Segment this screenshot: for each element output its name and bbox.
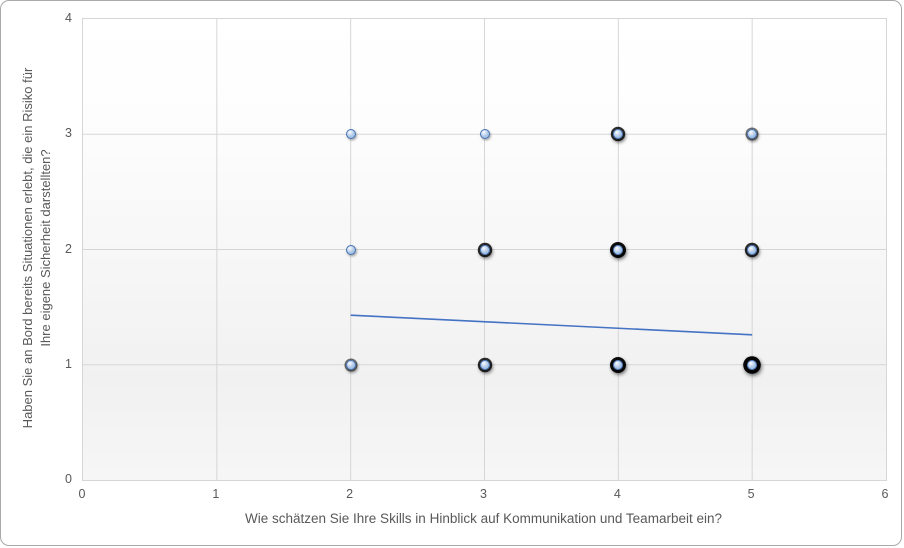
data-point-x5-y2 — [747, 244, 758, 255]
x-tick-label-4: 4 — [613, 487, 621, 501]
y-axis-title-line2: Ihre eigene Sicherheit darstellten? — [38, 149, 53, 347]
data-point-x3-y2 — [479, 244, 490, 255]
x-tick-label-0: 0 — [78, 487, 86, 501]
x-tick-label-3: 3 — [480, 487, 487, 501]
data-point-x4-y3 — [613, 129, 624, 140]
x-tick-label-5: 5 — [747, 487, 755, 501]
x-tick-label-1: 1 — [212, 487, 220, 501]
x-tick-label-6: 6 — [881, 487, 889, 501]
trendline — [350, 314, 753, 336]
x-axis-title: Wie schätzen Sie Ihre Skills in Hinblick… — [245, 511, 722, 526]
data-point-x4-y2 — [613, 244, 624, 255]
data-point-x3-y3 — [479, 129, 490, 140]
data-point-x3-y1 — [479, 359, 490, 370]
y-tick-label-1: 1 — [65, 356, 72, 371]
plot-area — [82, 18, 887, 481]
y-tick-label-4: 4 — [65, 10, 72, 25]
data-point-x2-y2 — [345, 244, 356, 255]
y-tick-label-0: 0 — [65, 471, 72, 486]
y-tick-label-3: 3 — [65, 126, 72, 140]
data-point-x5-y3 — [747, 129, 758, 140]
y-axis-title: Haben Sie an Bord bereits Situationen er… — [19, 18, 55, 479]
data-point-x4-y1 — [613, 359, 624, 370]
y-axis-title-line1: Haben Sie an Bord bereits Situationen er… — [19, 67, 35, 429]
data-point-x2-y3 — [345, 129, 356, 140]
y-tick-label-2: 2 — [65, 241, 72, 256]
x-tick-label-2: 2 — [346, 487, 354, 501]
data-point-x2-y1 — [345, 359, 356, 370]
data-point-x5-y1 — [747, 359, 758, 370]
